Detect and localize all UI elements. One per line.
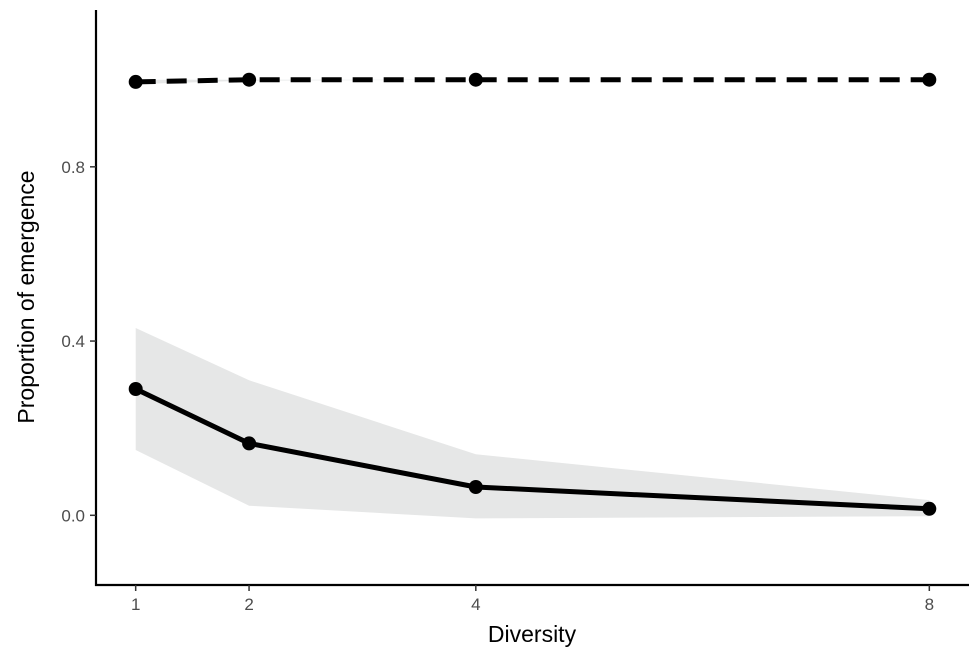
series-0-point-1	[242, 72, 257, 87]
x-axis-ticks: 1 2 4 8	[131, 585, 934, 614]
series-0-point-3	[922, 72, 937, 87]
axes	[94, 10, 969, 587]
series-1-line	[133, 386, 932, 512]
series-points	[128, 72, 937, 516]
x-tick-label-3: 8	[925, 595, 934, 614]
y-tick-label-2: 0.8	[61, 158, 85, 177]
x-tick-label-0: 1	[131, 595, 140, 614]
confidence-ribbons	[135, 79, 930, 519]
y-axis-ticks: 0.0 0.4 0.8	[61, 158, 96, 525]
series-1-point-3	[922, 501, 937, 516]
x-axis-title: Diversity	[488, 621, 577, 647]
y-tick-label-1: 0.4	[61, 332, 85, 351]
x-tick-label-2: 4	[471, 595, 480, 614]
series-lines	[133, 77, 932, 512]
series-0-point-2	[468, 72, 483, 87]
series-1-ribbon	[135, 328, 930, 519]
series-1-point-1	[242, 436, 257, 451]
x-tick-label-1: 2	[244, 595, 253, 614]
series-1-point-0	[128, 382, 143, 396]
series-0-line	[135, 77, 930, 85]
series-0-point-0	[128, 74, 143, 89]
y-tick-label-0: 0.0	[61, 506, 85, 525]
series-1-point-2	[468, 480, 483, 494]
y-axis-title: Proportion of emergence	[13, 170, 39, 423]
